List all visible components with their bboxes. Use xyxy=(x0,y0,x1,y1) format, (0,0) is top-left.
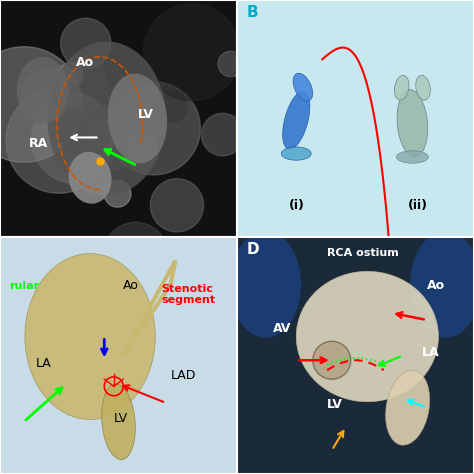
Ellipse shape xyxy=(396,151,428,163)
Circle shape xyxy=(126,130,157,161)
Circle shape xyxy=(87,120,117,150)
Ellipse shape xyxy=(108,73,167,164)
Circle shape xyxy=(103,222,168,287)
Text: Ao: Ao xyxy=(427,279,445,292)
Circle shape xyxy=(201,113,244,156)
Text: (i): (i) xyxy=(289,199,305,211)
Circle shape xyxy=(6,88,111,193)
Circle shape xyxy=(155,90,187,122)
Circle shape xyxy=(107,82,201,175)
Circle shape xyxy=(150,179,204,232)
Circle shape xyxy=(58,105,111,158)
Circle shape xyxy=(31,95,120,183)
Text: rular: rular xyxy=(9,281,40,291)
Circle shape xyxy=(0,47,82,162)
Circle shape xyxy=(104,180,131,207)
Ellipse shape xyxy=(386,370,429,445)
Ellipse shape xyxy=(25,254,155,419)
Ellipse shape xyxy=(416,75,430,100)
Ellipse shape xyxy=(282,147,311,160)
Circle shape xyxy=(64,59,106,100)
Text: LV: LV xyxy=(114,412,128,425)
Circle shape xyxy=(58,63,82,87)
Circle shape xyxy=(61,18,111,69)
Circle shape xyxy=(39,70,120,151)
Text: RCA ostium: RCA ostium xyxy=(327,248,399,258)
Text: Ao: Ao xyxy=(76,56,94,69)
Ellipse shape xyxy=(47,42,166,195)
Text: D: D xyxy=(246,242,259,256)
Text: LA: LA xyxy=(422,346,439,358)
Ellipse shape xyxy=(394,75,409,100)
Circle shape xyxy=(80,109,141,170)
Text: LAD: LAD xyxy=(171,369,196,382)
Text: LV: LV xyxy=(137,109,153,121)
Ellipse shape xyxy=(69,152,111,204)
Ellipse shape xyxy=(296,271,438,402)
Text: B: B xyxy=(246,5,258,19)
Text: Stenotic
segment: Stenotic segment xyxy=(161,284,215,305)
Ellipse shape xyxy=(101,384,136,460)
Text: (ii): (ii) xyxy=(408,199,428,211)
Ellipse shape xyxy=(293,73,313,101)
Circle shape xyxy=(313,341,351,379)
Ellipse shape xyxy=(283,91,310,149)
Text: Ao: Ao xyxy=(123,279,139,292)
Text: AV: AV xyxy=(273,322,291,335)
Circle shape xyxy=(144,4,240,100)
Ellipse shape xyxy=(230,231,301,337)
Ellipse shape xyxy=(17,57,69,123)
Text: LA: LA xyxy=(36,357,51,370)
Circle shape xyxy=(218,51,244,77)
Ellipse shape xyxy=(410,231,474,337)
Text: RA: RA xyxy=(28,137,48,150)
Text: LV: LV xyxy=(327,398,343,410)
Ellipse shape xyxy=(397,90,428,157)
Circle shape xyxy=(21,71,72,122)
